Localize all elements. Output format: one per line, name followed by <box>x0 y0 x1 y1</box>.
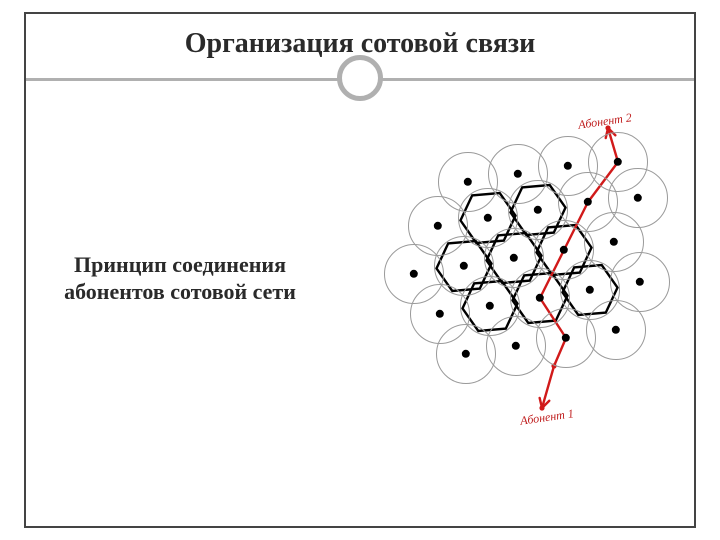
left-column: Принцип соединения абонентов сотовой сет… <box>26 251 326 306</box>
subtitle-text: Принцип соединения абонентов сотовой сет… <box>48 251 312 306</box>
right-column: Абонент 2Абонент 1 <box>326 118 694 438</box>
cellular-network-diagram: Абонент 2Абонент 1 <box>350 118 670 438</box>
ring-ornament-icon <box>337 55 383 101</box>
slide-frame: Организация сотовой связи Принцип соедин… <box>24 12 696 528</box>
content-row: Принцип соединения абонентов сотовой сет… <box>26 78 694 478</box>
